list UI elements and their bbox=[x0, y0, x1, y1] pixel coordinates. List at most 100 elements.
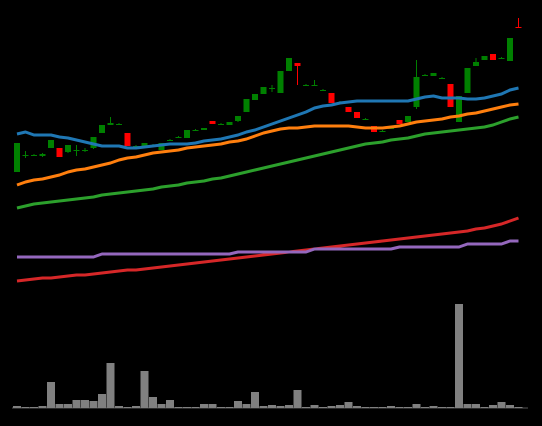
candle-body bbox=[175, 137, 182, 138]
candle-body bbox=[235, 116, 241, 121]
volume-bar bbox=[47, 382, 55, 408]
volume-bar bbox=[149, 397, 157, 408]
candle-body bbox=[354, 112, 360, 118]
candle-body bbox=[22, 155, 29, 156]
candle-body bbox=[430, 73, 437, 76]
volume-bar bbox=[30, 407, 38, 408]
volume-bar bbox=[132, 406, 140, 408]
candle-body bbox=[303, 85, 309, 86]
volume-bar bbox=[89, 401, 98, 408]
volume-bar bbox=[191, 407, 200, 408]
candle-body bbox=[260, 87, 267, 94]
candle-body bbox=[141, 143, 148, 147]
candle-body bbox=[490, 54, 496, 60]
candle-body bbox=[439, 78, 445, 79]
candle-body bbox=[124, 133, 131, 146]
volume-bar bbox=[412, 404, 421, 408]
candle-body bbox=[226, 122, 233, 125]
volume-bar bbox=[446, 407, 455, 408]
moving-average-line bbox=[16, 115, 519, 210]
candle-body bbox=[481, 56, 488, 60]
candle-body bbox=[116, 124, 122, 125]
volume-bar bbox=[98, 394, 106, 408]
volume-bar bbox=[395, 407, 404, 408]
candle-body bbox=[218, 124, 224, 125]
candle-body bbox=[39, 154, 46, 156]
volume-bar bbox=[72, 400, 81, 408]
candle-body bbox=[31, 155, 37, 156]
candle-body bbox=[286, 58, 292, 71]
candle-body bbox=[422, 75, 428, 76]
volume-bar bbox=[506, 405, 514, 408]
volume-bar bbox=[115, 406, 123, 408]
candle-body bbox=[294, 63, 301, 66]
volume-bar bbox=[438, 407, 446, 408]
candle-body bbox=[405, 116, 411, 122]
volume-bar bbox=[157, 404, 166, 408]
volume-bar bbox=[497, 402, 506, 408]
candle-body bbox=[252, 94, 258, 100]
volume-bar bbox=[336, 405, 344, 408]
candle-body bbox=[209, 121, 216, 124]
candle-body bbox=[14, 143, 20, 172]
candle-body bbox=[107, 123, 114, 125]
candle-body bbox=[345, 107, 352, 112]
volume-bar bbox=[472, 404, 480, 408]
candle-body bbox=[515, 27, 522, 28]
volume-bar bbox=[455, 304, 463, 408]
candle-body bbox=[277, 71, 284, 93]
candle-body bbox=[167, 140, 173, 141]
volume-bar bbox=[174, 407, 183, 408]
volume-bar bbox=[183, 407, 191, 408]
volume-bar bbox=[208, 404, 217, 408]
candle-body bbox=[99, 125, 105, 133]
volume-bar bbox=[319, 407, 327, 408]
candle-body bbox=[269, 88, 275, 89]
candle-body bbox=[379, 131, 386, 132]
volume-bar bbox=[81, 400, 89, 408]
volume-bar bbox=[217, 407, 225, 408]
volume-bar bbox=[421, 407, 429, 408]
volume-bar bbox=[55, 404, 64, 408]
volume-bar bbox=[489, 405, 497, 408]
volume-bar bbox=[302, 407, 310, 408]
volume-bar bbox=[514, 407, 523, 408]
candle-body bbox=[473, 62, 479, 66]
volume-bar bbox=[21, 407, 30, 408]
volume-bar bbox=[463, 404, 472, 408]
candle-body bbox=[243, 99, 250, 112]
candle-body bbox=[320, 90, 326, 91]
volume-bar bbox=[404, 407, 412, 408]
volume-bar bbox=[387, 406, 395, 408]
volume-bar bbox=[123, 407, 132, 408]
volume-bar bbox=[361, 407, 370, 408]
volume-bar bbox=[429, 406, 438, 408]
volume-bar bbox=[310, 405, 319, 408]
volume-bar bbox=[140, 371, 149, 408]
volume-bar bbox=[13, 406, 21, 408]
candle-body bbox=[507, 38, 513, 61]
candle-body bbox=[201, 128, 207, 130]
volume-bar bbox=[293, 390, 302, 408]
volume-bar bbox=[106, 363, 115, 408]
volume-bar bbox=[327, 406, 336, 408]
volume-bar bbox=[480, 407, 489, 408]
moving-average-line bbox=[16, 86, 519, 150]
candle-body bbox=[362, 119, 369, 120]
candle-body bbox=[73, 150, 80, 151]
volume-bar bbox=[234, 401, 242, 408]
candle-body bbox=[184, 130, 190, 138]
volume-bar bbox=[285, 405, 293, 408]
candle-body bbox=[82, 150, 88, 151]
candle-body bbox=[65, 145, 71, 152]
volume-bar bbox=[259, 406, 268, 408]
volume-bar bbox=[370, 407, 378, 408]
volume-bar bbox=[251, 392, 259, 408]
moving-average-line bbox=[16, 216, 519, 283]
candle-body bbox=[396, 120, 403, 124]
volume-bar bbox=[242, 404, 251, 408]
candle-body bbox=[56, 148, 63, 157]
